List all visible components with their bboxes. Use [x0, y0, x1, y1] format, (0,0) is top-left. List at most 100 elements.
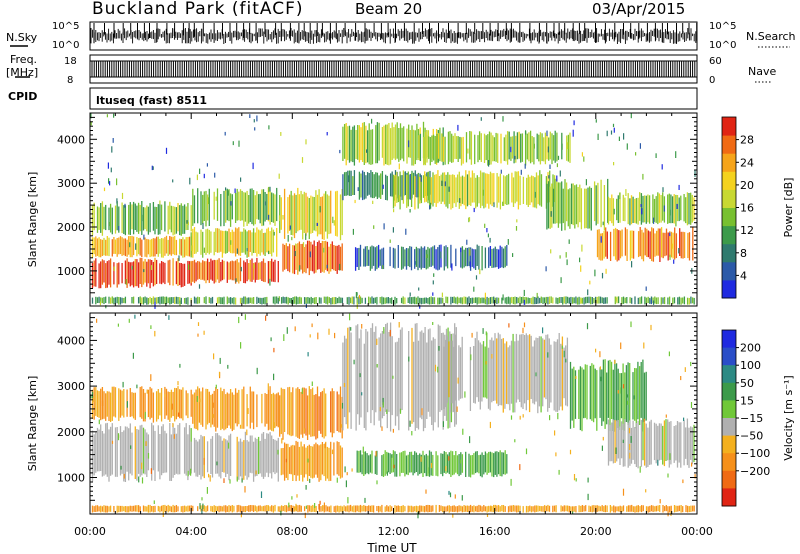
power-region — [91, 296, 695, 305]
x-tick-label: 04:00 — [175, 525, 207, 538]
nave-tick-top: 60 — [709, 56, 722, 67]
power-colorbar-swatch — [722, 171, 736, 190]
plot-title: Buckland Park (fitACF) — [92, 0, 304, 19]
power-region — [392, 170, 556, 210]
velocity-region — [91, 504, 695, 513]
velocity-heatmap — [90, 313, 696, 519]
freq-unit: [MHz] — [6, 66, 38, 79]
velocity-colorbar-label: −50 — [740, 430, 763, 443]
power-region — [91, 257, 192, 289]
power-colorbar-swatch — [722, 243, 736, 263]
power-colorbar-label: 24 — [740, 156, 754, 169]
velocity-colorbar-label: 100 — [740, 359, 761, 372]
power-colorbar-label: 16 — [740, 202, 754, 215]
velocity-region — [279, 386, 343, 440]
power-ytick-label: 2000 — [57, 221, 85, 234]
velocity-region — [443, 331, 569, 414]
power-ytick-label: 3000 — [57, 177, 85, 190]
nsky-tick-bottom: 10^0 — [52, 40, 79, 51]
power-region — [91, 201, 192, 236]
x-tick-label: 00:00 — [681, 525, 713, 538]
velocity-colorbar-title: Velocity [m s⁻¹] — [782, 375, 795, 460]
beam-label: Beam 20 — [355, 0, 422, 18]
cpid-text: ltuseq (fast) 8511 — [96, 94, 207, 107]
date-label: 03/Apr/2015 — [592, 0, 685, 18]
nsky-tick-top: 10^5 — [52, 21, 79, 32]
nave-label: Nave — [748, 65, 776, 78]
freq-trace — [90, 60, 697, 78]
power-colorbar-label: 4 — [740, 269, 747, 282]
power-colorbar-swatch — [722, 207, 736, 227]
velocity-region — [91, 422, 192, 482]
cpid-strip-frame — [89, 87, 698, 110]
power-colorbar-label: 12 — [740, 224, 754, 237]
x-tick-label: 16:00 — [479, 525, 511, 538]
power-colorbar-title: Power [dB] — [782, 178, 795, 238]
frame-layer — [10, 21, 790, 515]
power-colorbar-swatch — [722, 189, 736, 208]
velocity-ylabel: Slant Range [km] — [26, 376, 39, 472]
data-layer — [90, 23, 736, 519]
velocity-ytick-label: 2000 — [57, 426, 85, 439]
power-colorbar-label: 8 — [740, 247, 747, 260]
power-colorbar-swatch — [722, 279, 736, 299]
nsearch-tick-bottom: 10^0 — [709, 40, 736, 51]
velocity-ytick-label: 4000 — [57, 334, 85, 347]
power-colorbar-swatch — [722, 135, 736, 154]
nsky-trace — [90, 23, 698, 44]
velocity-region — [607, 418, 695, 469]
nsky-label: N.Sky — [6, 31, 38, 44]
velocity-colorbar-label: 15 — [740, 394, 754, 407]
velocity-colorbar-swatch — [722, 382, 736, 401]
power-region — [282, 240, 343, 276]
velocity-region — [342, 322, 457, 432]
power-region — [279, 187, 343, 241]
power-colorbar-swatch — [722, 153, 736, 172]
freq-label: Freq. — [10, 53, 37, 66]
power-colorbar — [722, 117, 736, 299]
power-colorbar-label: 20 — [740, 179, 754, 192]
power-region — [418, 130, 571, 166]
velocity-ytick-label: 3000 — [57, 380, 85, 393]
power-region — [342, 170, 431, 201]
velocity-colorbar-swatch — [722, 453, 736, 472]
power-region — [596, 227, 694, 262]
velocity-colorbar-label: −15 — [740, 412, 763, 425]
power-region — [546, 178, 609, 231]
x-tick-label: 20:00 — [580, 525, 612, 538]
text-layer: Buckland Park (fitACF) Beam 20 03/Apr/20… — [6, 0, 796, 554]
nsky-strip-frame — [89, 21, 698, 51]
velocity-colorbar-swatch — [722, 365, 736, 384]
velocity-region — [190, 431, 279, 482]
power-colorbar-swatch — [722, 117, 736, 136]
velocity-region — [91, 386, 192, 423]
velocity-colorbar-swatch — [722, 400, 736, 419]
x-tick-label: 08:00 — [276, 525, 308, 538]
power-colorbar-swatch — [722, 225, 736, 245]
velocity-colorbar-swatch — [722, 488, 736, 507]
freq-tick-bottom: 8 — [67, 75, 73, 86]
power-region — [607, 192, 695, 227]
freq-strip-frame — [89, 54, 698, 84]
power-region — [190, 257, 279, 284]
power-region — [190, 227, 278, 258]
velocity-colorbar-swatch — [722, 347, 736, 366]
nsearch-tick-top: 10^5 — [709, 21, 736, 32]
velocity-region — [280, 440, 343, 482]
power-colorbar-swatch — [722, 261, 736, 281]
nsearch-label: N.Search — [746, 30, 796, 43]
power-ytick-label: 1000 — [57, 265, 85, 278]
cpid-label: CPID — [8, 90, 37, 103]
nave-tick-bottom: 0 — [709, 75, 715, 86]
velocity-region — [192, 386, 279, 432]
power-region — [192, 187, 278, 227]
x-tick-label: 00:00 — [74, 525, 106, 538]
power-heatmap — [90, 113, 696, 309]
power-region — [354, 244, 508, 271]
velocity-colorbar-label: −200 — [740, 465, 770, 478]
power-ylabel: Slant Range [km] — [26, 172, 39, 268]
velocity-colorbar-label: 50 — [740, 377, 754, 390]
power-region — [91, 235, 192, 258]
x-axis-label: Time UT — [366, 541, 417, 554]
